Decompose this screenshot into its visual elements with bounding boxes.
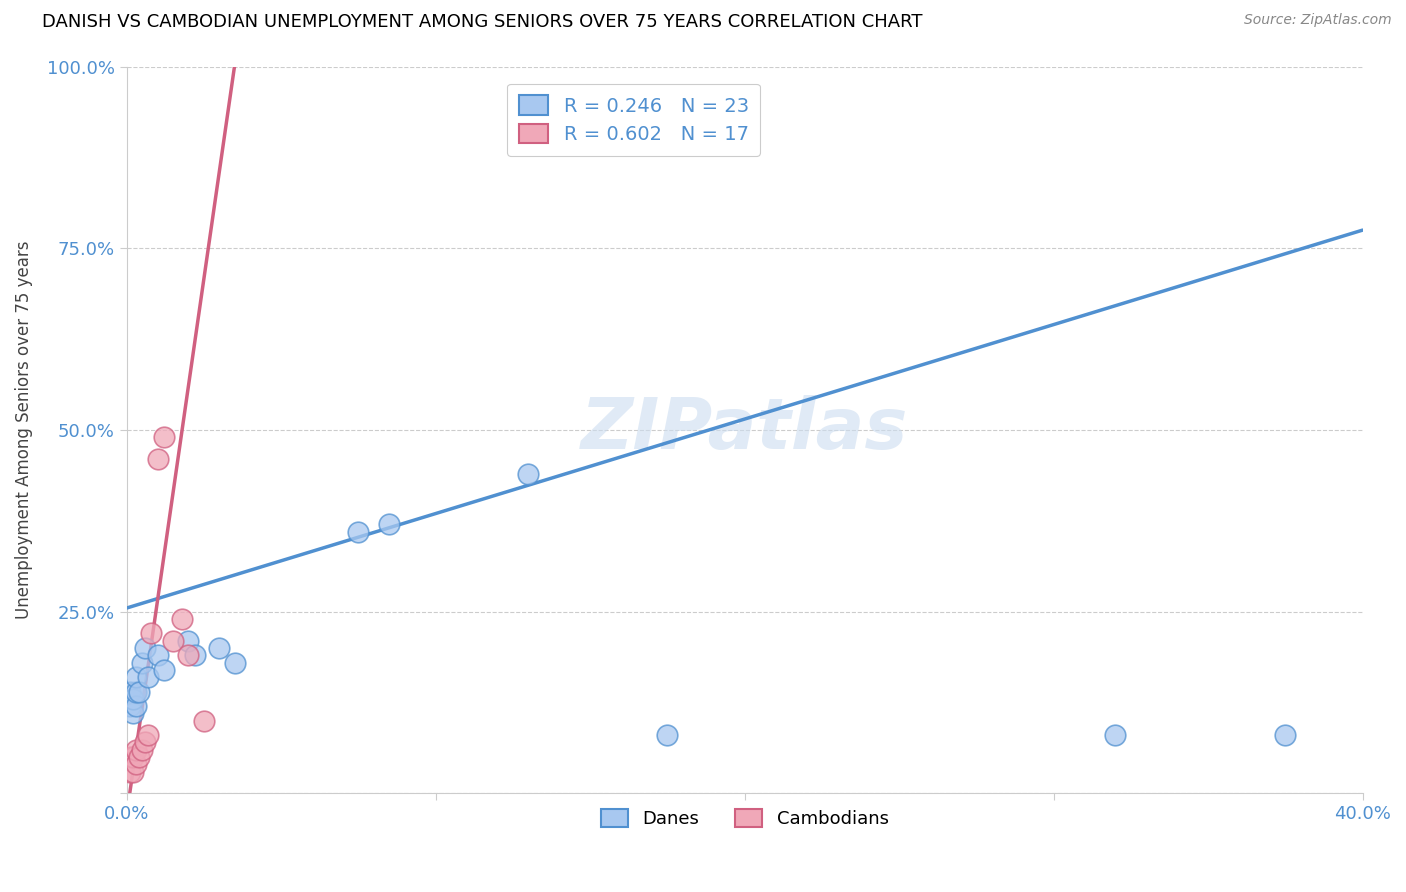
Danes bbox=[183, 648, 205, 663]
Cambodians bbox=[122, 764, 145, 779]
Danes bbox=[131, 656, 153, 670]
Cambodians bbox=[152, 430, 174, 444]
Danes bbox=[125, 684, 148, 698]
Cambodians bbox=[193, 714, 215, 728]
Danes bbox=[134, 640, 156, 655]
Cambodians bbox=[118, 764, 141, 779]
Danes bbox=[1104, 728, 1126, 742]
Y-axis label: Unemployment Among Seniors over 75 years: Unemployment Among Seniors over 75 years bbox=[15, 241, 32, 619]
Danes bbox=[657, 728, 679, 742]
Danes bbox=[146, 648, 169, 663]
Danes bbox=[347, 524, 370, 539]
Danes bbox=[125, 670, 148, 684]
Danes bbox=[122, 706, 145, 721]
Danes bbox=[1274, 728, 1296, 742]
Cambodians bbox=[128, 750, 150, 764]
Danes bbox=[118, 699, 141, 714]
Danes bbox=[208, 640, 231, 655]
Danes bbox=[378, 517, 401, 532]
Cambodians bbox=[146, 452, 169, 467]
Cambodians bbox=[125, 743, 148, 757]
Danes bbox=[152, 663, 174, 677]
Cambodians bbox=[134, 735, 156, 749]
Danes bbox=[122, 691, 145, 706]
Danes bbox=[125, 699, 148, 714]
Cambodians bbox=[131, 743, 153, 757]
Legend: Danes, Cambodians: Danes, Cambodians bbox=[593, 801, 896, 835]
Text: DANISH VS CAMBODIAN UNEMPLOYMENT AMONG SENIORS OVER 75 YEARS CORRELATION CHART: DANISH VS CAMBODIAN UNEMPLOYMENT AMONG S… bbox=[42, 13, 922, 31]
Text: Source: ZipAtlas.com: Source: ZipAtlas.com bbox=[1244, 13, 1392, 28]
Danes bbox=[177, 633, 200, 648]
Cambodians bbox=[136, 728, 159, 742]
Cambodians bbox=[125, 757, 148, 772]
Cambodians bbox=[162, 633, 184, 648]
Text: ZIPatlas: ZIPatlas bbox=[581, 395, 908, 465]
Cambodians bbox=[141, 626, 163, 640]
Danes bbox=[128, 684, 150, 698]
Danes bbox=[224, 656, 246, 670]
Cambodians bbox=[122, 750, 145, 764]
Cambodians bbox=[172, 612, 194, 626]
Danes bbox=[136, 670, 159, 684]
Danes bbox=[517, 467, 540, 481]
Cambodians bbox=[118, 750, 141, 764]
Danes bbox=[118, 684, 141, 698]
Cambodians bbox=[177, 648, 200, 663]
